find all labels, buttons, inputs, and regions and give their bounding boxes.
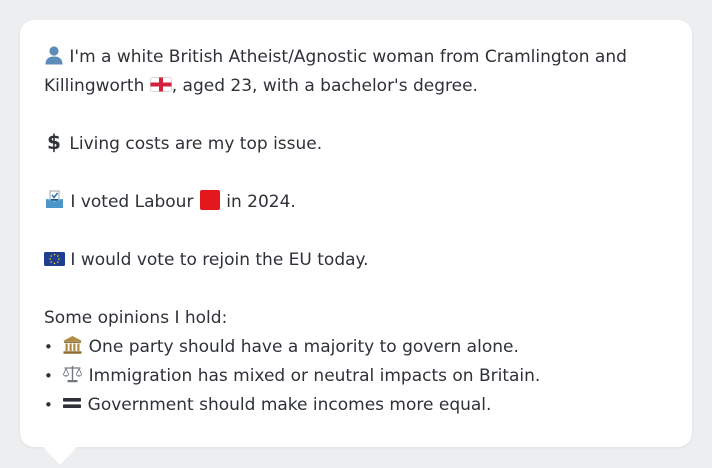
balance-scale-icon bbox=[63, 366, 83, 383]
eu-text: I would vote to rejoin the EU today. bbox=[70, 250, 369, 270]
equals-icon bbox=[63, 398, 82, 408]
vote-line: I voted Labour in 2024. bbox=[44, 188, 674, 217]
spacer bbox=[44, 159, 674, 188]
opinion-text: Immigration has mixed or neutral impacts… bbox=[88, 366, 541, 386]
classical-building-icon bbox=[63, 336, 83, 354]
spacer bbox=[44, 101, 674, 130]
person-silhouette-icon bbox=[45, 46, 63, 65]
dollar-sign-icon: $ bbox=[47, 131, 61, 153]
town-name: Killingworth bbox=[44, 76, 145, 96]
opinion-text: Government should make incomes more equa… bbox=[87, 395, 492, 415]
vote-text-prefix: I voted Labour bbox=[70, 192, 194, 212]
identity-line-1: I'm a white British Atheist/Agnostic wom… bbox=[44, 43, 674, 72]
spacer bbox=[44, 217, 674, 246]
svg-text:$: $ bbox=[47, 131, 61, 153]
profile-card bbox=[20, 20, 692, 447]
opinion-item: • Government should make incomes more eq… bbox=[44, 391, 674, 420]
issue-line: $ Living costs are my top issue. bbox=[44, 130, 674, 159]
bullet: • bbox=[44, 338, 53, 356]
identity-text-1: I'm a white British Atheist/Agnostic wom… bbox=[69, 47, 627, 67]
identity-text-2: , aged 23, with a bachelor's degree. bbox=[171, 76, 478, 96]
eu-line: I would vote to rejoin the EU today. bbox=[44, 246, 674, 275]
opinions-heading: Some opinions I hold: bbox=[44, 308, 228, 328]
bullet: • bbox=[44, 396, 53, 414]
england-flag-icon bbox=[149, 77, 172, 92]
speech-bubble-pointer bbox=[42, 446, 78, 465]
profile-text: I'm a white British Atheist/Agnostic wom… bbox=[44, 43, 674, 420]
eu-flag-icon bbox=[44, 252, 65, 266]
opinion-item: • Immigration has mixed or neutral impac… bbox=[44, 362, 674, 391]
issue-text: Living costs are my top issue. bbox=[69, 134, 323, 154]
vote-text-suffix: in 2024. bbox=[226, 192, 296, 212]
spacer bbox=[44, 275, 674, 304]
opinion-item: • One party should have a majority to go… bbox=[44, 333, 674, 362]
bullet: • bbox=[44, 367, 53, 385]
identity-line-2: Killingworth , aged 23, with a bachelor'… bbox=[44, 72, 674, 101]
opinion-text: One party should have a majority to gove… bbox=[88, 337, 519, 357]
red-square-icon bbox=[199, 190, 220, 210]
ballot-box-icon bbox=[46, 190, 63, 208]
